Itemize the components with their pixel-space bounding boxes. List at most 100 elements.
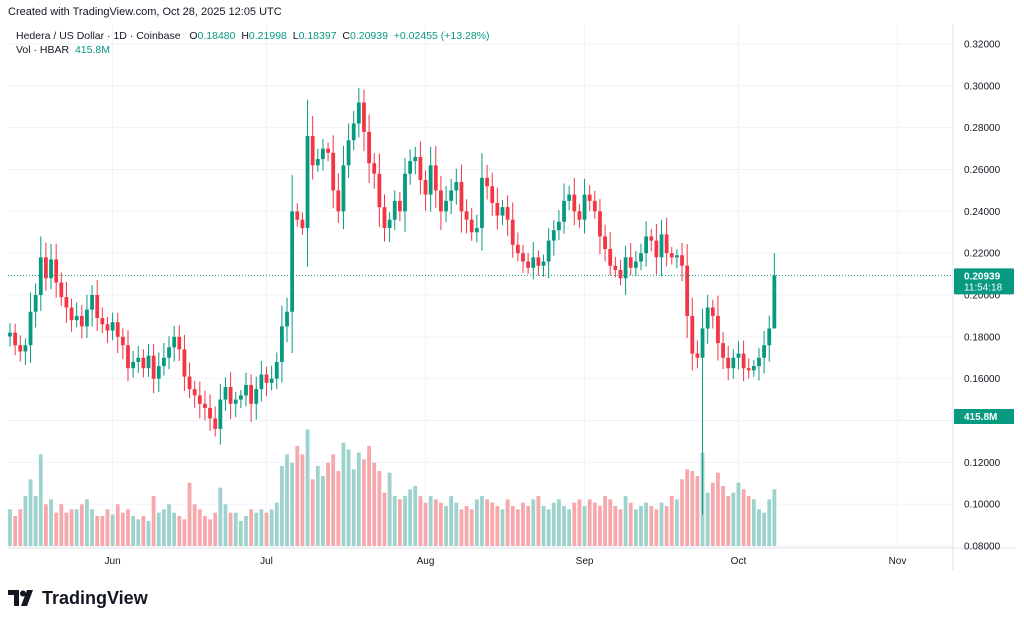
open-label: O xyxy=(189,30,198,42)
candle-body xyxy=(95,295,100,319)
candle-body xyxy=(264,374,269,383)
candle-body xyxy=(203,403,207,408)
volume-bar xyxy=(695,476,700,546)
volume-bar xyxy=(751,499,756,546)
candle-body xyxy=(326,148,330,153)
open-value: 0.18480 xyxy=(197,30,236,42)
tradingview-logo[interactable]: TradingView xyxy=(8,588,148,609)
candle-body xyxy=(510,219,515,245)
candle-body xyxy=(249,384,254,404)
price-axis[interactable]: 0.32000 0.30000 0.28000 0.26000 0.24000 0.220… xyxy=(964,40,1001,553)
candle-body xyxy=(762,345,767,358)
candle-body xyxy=(628,257,633,268)
volume-bar xyxy=(367,446,371,546)
time-axis[interactable]: Jun Jul Aug Sep Oct Nov xyxy=(105,556,907,567)
volume-bar xyxy=(120,512,125,546)
candle-body xyxy=(408,161,413,174)
candle-body xyxy=(515,244,520,254)
volume-bar xyxy=(54,512,59,546)
candle-body xyxy=(577,211,582,220)
candle-body xyxy=(377,173,382,208)
time-tick-label: Aug xyxy=(417,556,435,567)
volume-bar xyxy=(213,512,218,546)
candle-body xyxy=(751,366,756,371)
volume-bar xyxy=(654,509,659,546)
candle-body xyxy=(500,207,505,216)
candle-body xyxy=(397,200,402,212)
candle-body xyxy=(664,234,669,254)
price-tick-label: 0.18000 xyxy=(964,332,1001,343)
candle-body xyxy=(367,131,371,164)
volume-bar xyxy=(531,499,536,546)
volume-bar xyxy=(418,496,423,546)
candle-body xyxy=(131,361,136,369)
candle-body xyxy=(141,357,146,369)
candle-body xyxy=(526,261,531,268)
volume-value: 415.8M xyxy=(74,44,110,56)
volume-bar xyxy=(305,429,310,546)
volume-bar xyxy=(675,499,679,546)
candle-body xyxy=(38,257,43,295)
volume-bar xyxy=(187,482,192,546)
candle-body xyxy=(167,347,171,358)
candle-body xyxy=(315,159,320,166)
volume-bar xyxy=(64,512,69,546)
volume-bar xyxy=(59,504,64,546)
volume-bar xyxy=(474,499,479,546)
volume-bar xyxy=(613,506,618,546)
volume-bar xyxy=(249,509,254,546)
time-tick-label: Oct xyxy=(731,556,747,567)
volume-bar xyxy=(115,504,120,546)
candle-body xyxy=(587,194,592,201)
candle-body xyxy=(110,322,115,331)
candle-body xyxy=(551,230,556,241)
volume-bar xyxy=(592,502,597,546)
candle-body xyxy=(172,336,177,348)
volume-bar xyxy=(741,489,746,546)
volume-bar xyxy=(264,512,269,546)
volume-bar xyxy=(403,496,407,546)
candle-body xyxy=(105,324,110,331)
symbol-title[interactable]: Hedera / US Dollar · 1D · Coinbase xyxy=(16,30,181,42)
volume-bar xyxy=(392,496,397,546)
price-tick-label: 0.22000 xyxy=(964,249,1001,260)
volume-bar xyxy=(485,499,489,546)
volume-bar xyxy=(582,506,587,546)
candle-body xyxy=(90,295,94,310)
volume-bar xyxy=(546,509,551,546)
candle-body xyxy=(403,173,407,212)
candle-body xyxy=(428,165,433,195)
candle-body xyxy=(669,253,674,258)
candle-body xyxy=(613,265,618,270)
volume-bar xyxy=(623,496,628,546)
volume-bar xyxy=(13,516,18,546)
candle-body xyxy=(244,384,248,396)
volume-bar xyxy=(346,449,351,546)
volume-bar xyxy=(274,502,279,546)
candle-body xyxy=(254,389,259,404)
candle-body xyxy=(649,236,654,241)
grid-lines xyxy=(8,24,953,548)
candle-body xyxy=(213,418,218,429)
candle-body xyxy=(69,307,74,321)
volume-label[interactable]: Vol · HBAR xyxy=(16,44,70,56)
candle-body xyxy=(310,136,315,166)
candle-body xyxy=(423,179,428,195)
candle-body xyxy=(336,190,341,212)
volume-bar xyxy=(608,499,613,546)
volume-bar xyxy=(439,502,443,546)
tradingview-logo-icon xyxy=(8,590,33,606)
volume-bar xyxy=(326,462,330,546)
candle-body xyxy=(295,211,300,220)
candle-body xyxy=(44,257,48,279)
volume-bar xyxy=(141,516,146,546)
volume-bar xyxy=(562,506,566,546)
volume-bar xyxy=(551,502,556,546)
candlestick-chart[interactable]: 0.32000 0.30000 0.28000 0.26000 0.24000 0.220… xyxy=(8,24,1016,570)
volume-bar xyxy=(79,504,84,546)
candle-body xyxy=(454,182,459,191)
candle-body xyxy=(721,343,725,358)
chart-area[interactable]: 0.32000 0.30000 0.28000 0.26000 0.24000 0.220… xyxy=(8,24,1016,570)
candle-body xyxy=(531,257,536,268)
volume-bar xyxy=(567,509,572,546)
